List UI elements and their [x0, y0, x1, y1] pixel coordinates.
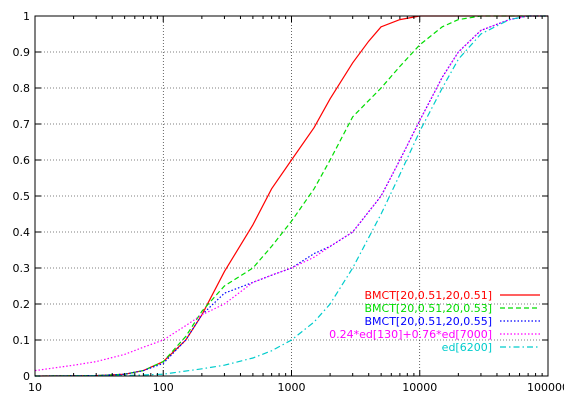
x-tick-label: 100: [153, 381, 174, 394]
y-tick-label: 0.5: [13, 190, 31, 203]
series-line-3: [34, 15, 548, 377]
x-tick-label: 10: [28, 381, 42, 394]
y-tick-label: 0.6: [13, 154, 31, 167]
series-line-5: [34, 15, 548, 377]
legend: BMCT[20,0.51,20,0.51]BMCT[20,0.51,20,0.5…: [329, 289, 540, 354]
y-tick-label: 1: [23, 10, 30, 23]
y-tick-label: 0.1: [13, 334, 31, 347]
legend-label-3: BMCT[20,0.51,20,0.55]: [365, 315, 493, 328]
y-tick-label: 0.3: [13, 262, 31, 275]
y-tick-label: 0.2: [13, 298, 31, 311]
grid: [35, 16, 548, 376]
legend-label-5: ed[6200]: [442, 341, 492, 354]
series-lines: [34, 15, 548, 377]
x-tick-label: 10000: [402, 381, 437, 394]
legend-label-2: BMCT[20,0.51,20,0.53]: [365, 302, 493, 315]
y-tick-label: 0.8: [13, 82, 31, 95]
legend-label-4: 0.24*ed[130]+0.76*ed[7000]: [329, 328, 492, 341]
legend-label-1: BMCT[20,0.51,20,0.51]: [365, 289, 493, 302]
y-tick-label: 0.9: [13, 46, 31, 59]
x-tick-label: 1000: [278, 381, 306, 394]
y-tick-label: 0.7: [13, 118, 31, 131]
plot-frame: [34, 15, 549, 377]
y-tick-label: 0.4: [13, 226, 31, 239]
x-tick-label: 100000: [527, 381, 564, 394]
y-tick-label: 0: [23, 370, 30, 383]
axes: 0 0.1 0.2 0.3 0.4 0.5 0.6 0.7 0.8 0.9 1 10 100 1000 10…: [13, 10, 564, 394]
